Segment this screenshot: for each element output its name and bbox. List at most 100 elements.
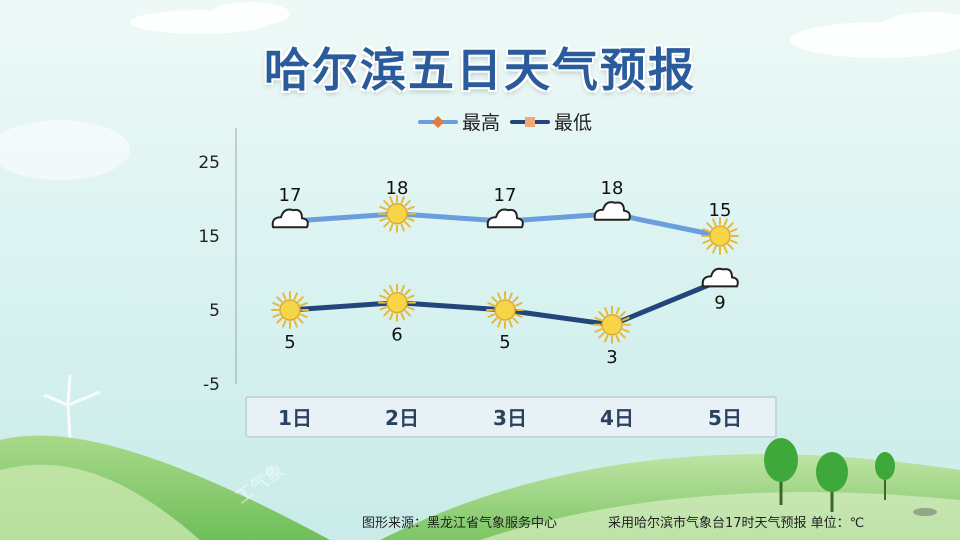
sun-ray [723,246,728,254]
sun-disc [386,203,408,225]
left-hill-light [0,464,200,540]
sun-ray [594,328,602,333]
data-label: 18 [601,178,624,199]
sun-ray [515,313,523,318]
sun-ray [598,311,605,318]
sun-ray [487,313,495,318]
sun-disc [279,299,301,321]
sun-ray [604,334,609,343]
sun-ray [706,222,713,229]
sun-ray [512,296,519,303]
sun-ray [622,316,630,322]
right-hill-light [480,492,960,540]
sun-icon [486,291,524,329]
x-category-label: 5日 [708,406,742,430]
footer-source: 图形来源：黑龙江省气象服务中心 [362,516,558,531]
x-category-label: 1日 [278,406,312,430]
data-label: 17 [279,185,302,206]
sun-ray [407,294,415,300]
sun-icon [378,194,416,233]
sun-ray [297,317,304,324]
sun-ray [702,228,710,233]
sun-ray [515,302,523,307]
legend-label: 最低 [554,112,592,134]
cloud-icon [593,201,631,221]
sun-ray [404,310,411,317]
sun-ray [404,200,411,207]
sun-ray [730,228,738,233]
sun-disc [386,291,408,314]
footer-note: 采用哈尔滨市气象台17时天气预报 单位：℃ [608,516,865,531]
sun-ray [389,284,394,293]
sun-ray [594,316,602,322]
cloud-shape [593,201,631,221]
sun-ray [379,294,387,300]
sun-ray [727,243,734,250]
sun-ray [293,320,298,328]
y-tick-label: 15 [198,227,220,247]
cloud-shape [271,208,309,229]
cloud-shape [701,267,739,288]
x-category-label: 2日 [385,406,419,430]
sun-ray [706,243,713,250]
sun-ray [379,306,387,311]
sun-ray [487,302,495,307]
sun-ray [400,223,405,232]
sun-ray [300,302,308,307]
cloud-icon [271,208,309,229]
y-tick-label: 5 [209,301,220,321]
sun-ray [383,200,390,207]
sun-icon [378,283,416,322]
sun-ray [615,307,620,315]
category-panel [245,396,777,438]
sun-ray [276,296,283,303]
sky-cloud-decoration [0,2,960,180]
sun-ray [730,239,738,244]
sun-ray [407,306,415,311]
sun-icon [271,291,309,329]
sun-ray [727,222,734,229]
sun-ray [389,312,394,321]
legend-marker [432,116,444,128]
legend-marker [525,117,535,127]
data-label: 17 [494,185,517,206]
sun-ray [404,288,411,296]
sun-ray [400,312,405,321]
cloud-icon [701,267,739,288]
sun-ray [604,307,609,315]
sun-ray [615,334,620,343]
sun-ray [282,320,287,328]
sun-disc [494,299,516,321]
sun-ray [276,317,283,324]
tree-decoration [764,438,937,516]
cloud-shape [486,208,524,229]
x-category-label: 4日 [600,406,634,430]
sun-ray [512,317,519,324]
sun-icon [593,305,631,344]
sun-ray [400,196,405,204]
sun-ray [379,205,387,211]
sun-ray [300,313,308,318]
sun-ray [723,218,728,226]
sun-ray [383,310,390,317]
sun-ray [619,311,626,318]
sun-ray [712,218,717,226]
sun-ray [383,288,390,296]
sun-ray [389,223,394,232]
sun-ray [400,284,405,293]
x-category-label: 3日 [493,406,527,430]
sun-disc [601,314,623,336]
sun-ray [702,239,710,244]
sun-ray [407,217,415,222]
sun-disc [709,225,731,247]
data-label: 5 [284,332,295,353]
sun-ray [508,292,513,300]
sun-ray [272,313,280,318]
legend-label: 最高 [462,112,500,134]
cloud-icon [486,208,524,229]
page-title: 哈尔滨五日天气预报 [264,43,696,97]
sun-ray [404,221,411,228]
sun-ray [272,302,280,307]
sun-ray [297,296,304,303]
